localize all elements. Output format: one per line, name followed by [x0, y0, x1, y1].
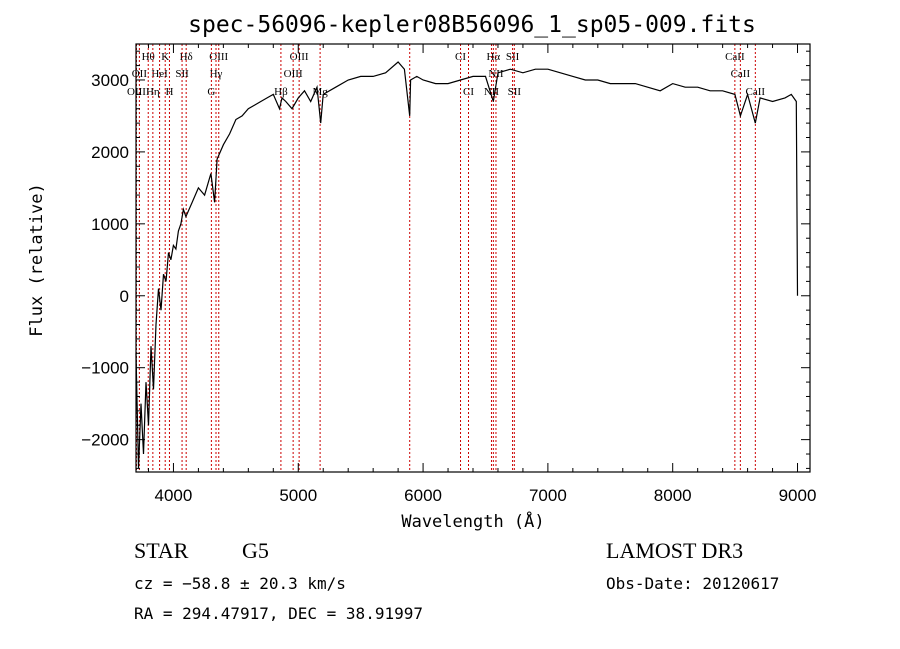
line-label: Hη	[146, 86, 160, 98]
line-label: OIII	[284, 68, 303, 80]
x-axis-ticks: 4000 5000 6000 7000 8000 9000	[147, 44, 817, 505]
line-label: Hγ	[210, 68, 223, 80]
object-subclass: G5	[242, 538, 269, 563]
line-label: SII	[508, 86, 522, 98]
line-label: SII	[175, 68, 189, 80]
line-label: NII	[488, 68, 504, 80]
obs-date: Obs-Date: 20120617	[606, 574, 779, 593]
plot-frame	[135, 43, 811, 473]
line-label: SII	[506, 51, 520, 63]
x-tick-label: 8000	[654, 486, 692, 505]
line-label: CaII	[731, 68, 751, 80]
y-tick-label: −1000	[81, 359, 129, 378]
y-tick-label: 2000	[91, 143, 129, 162]
line-label: G	[207, 86, 215, 98]
ra-dec: RA = 294.47917, DEC = 38.91997	[134, 604, 423, 623]
line-label: H	[165, 86, 173, 98]
y-tick-label: 0	[120, 287, 129, 306]
x-tick-label: 6000	[404, 486, 442, 505]
y-axis-label: Flux (relative)	[27, 183, 47, 337]
line-markers: Hθ K Hδ OIII OIII CI Hα SII CaII OII HeI SII Hγ OIII N…	[127, 44, 765, 472]
x-tick-label: 7000	[529, 486, 567, 505]
x-tick-label: 5000	[279, 486, 317, 505]
line-label: OIII	[127, 86, 146, 98]
line-label: Hδ	[180, 51, 193, 63]
survey-name: LAMOST DR3	[606, 538, 743, 563]
object-class: STAR	[134, 538, 189, 563]
line-label: Hβ	[274, 86, 288, 98]
line-label: Hα	[486, 51, 500, 63]
y-tick-label: 3000	[91, 71, 129, 90]
line-label: CaII	[725, 51, 745, 63]
x-tick-label: 9000	[779, 486, 817, 505]
line-label: CI	[463, 86, 474, 98]
line-label: OII	[132, 68, 148, 80]
line-label: OIII	[290, 51, 309, 63]
chart-title: spec-56096-kepler08B56096_1_sp05-009.fit…	[188, 12, 756, 38]
line-label: HeI	[151, 68, 168, 80]
redshift-cz: cz = −58.8 ± 20.3 km/s	[134, 574, 346, 593]
x-tick-label: 4000	[155, 486, 193, 505]
y-tick-label: 1000	[91, 215, 129, 234]
y-tick-label: −2000	[81, 431, 129, 450]
x-axis-label: Wavelength (Å)	[401, 510, 544, 532]
spectrum-line	[135, 61, 799, 469]
line-label: Hθ	[142, 51, 155, 63]
line-label: K	[161, 51, 169, 63]
line-label: CI	[455, 51, 466, 63]
y-axis-ticks: −2000 −1000 0 1000 2000 3000	[81, 50, 810, 469]
line-label: CaII	[746, 86, 766, 98]
line-label: OIII	[209, 51, 228, 63]
